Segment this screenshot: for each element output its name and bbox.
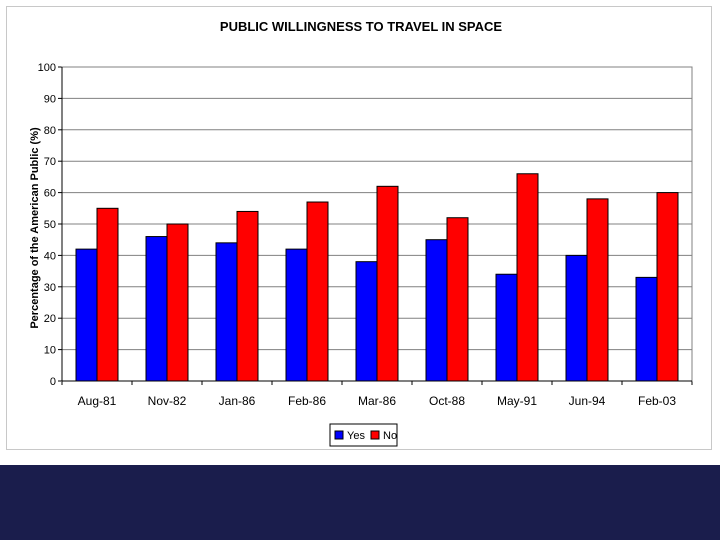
bar-yes-mar-86: [355, 261, 378, 382]
x-tick-label: Jan-86: [219, 394, 256, 408]
bar-yes-jan-86: [215, 242, 238, 382]
bar-no-may-91: [516, 173, 539, 382]
legend-box: [329, 423, 398, 447]
bar-no-jan-86: [236, 210, 259, 382]
x-tick-label: Feb-86: [288, 394, 326, 408]
y-tick-label: 10: [44, 345, 56, 357]
x-tick-label: Feb-03: [638, 394, 676, 408]
bar-no-nov-82: [166, 223, 189, 382]
bar-yes-feb-03: [635, 276, 658, 382]
bar-chart: PUBLIC WILLINGNESS TO TRAVEL IN SPACE Pe…: [29, 19, 693, 447]
bar-no-oct-88: [446, 217, 469, 382]
bar-no-aug-81: [96, 207, 119, 382]
y-tick-label: 70: [44, 156, 56, 168]
bar-no-jun-94: [586, 198, 609, 382]
bar-yes-may-91: [495, 273, 518, 382]
x-tick-label: Nov-82: [148, 394, 187, 408]
y-tick-label: 50: [44, 219, 56, 231]
legend-label-no: No: [383, 430, 397, 442]
x-tick-label: Mar-86: [358, 394, 396, 408]
plot-area: 0 10 20 30 40 50 60 70 80 90 100 Aug-81 Nov-82 Jan-86…: [38, 62, 693, 408]
legend-label-yes: Yes: [347, 430, 365, 442]
y-tick-label: 60: [44, 188, 56, 200]
bar-yes-jun-94: [565, 254, 588, 382]
x-tick-label: Jun-94: [569, 394, 606, 408]
y-tick-label: 0: [50, 376, 56, 388]
legend-swatch-yes: [334, 430, 344, 440]
chart-title: PUBLIC WILLINGNESS TO TRAVEL IN SPACE: [220, 19, 502, 34]
y-tick-label: 100: [38, 62, 56, 74]
bar-yes-feb-86: [285, 248, 308, 382]
x-tick-label: Oct-88: [429, 394, 465, 408]
bar-no-feb-86: [306, 201, 329, 382]
bar-yes-oct-88: [425, 239, 448, 382]
bar-yes-aug-81: [75, 248, 98, 382]
y-tick-label: 40: [44, 250, 56, 262]
footer-bar: [0, 465, 720, 540]
y-tick-label: 20: [44, 313, 56, 325]
legend-swatch-no: [370, 430, 380, 440]
x-tick-label: May-91: [497, 394, 537, 408]
y-tick-label: 90: [44, 93, 56, 105]
legend: Yes No: [329, 423, 398, 447]
x-tick-label: Aug-81: [78, 394, 117, 408]
bar-no-mar-86: [376, 185, 399, 382]
y-tick-label: 80: [44, 125, 56, 137]
bar-yes-nov-82: [145, 236, 168, 382]
y-axis-label: Percentage of the American Public (%): [29, 127, 41, 329]
y-tick-label: 30: [44, 282, 56, 294]
bar-no-feb-03: [656, 192, 679, 382]
